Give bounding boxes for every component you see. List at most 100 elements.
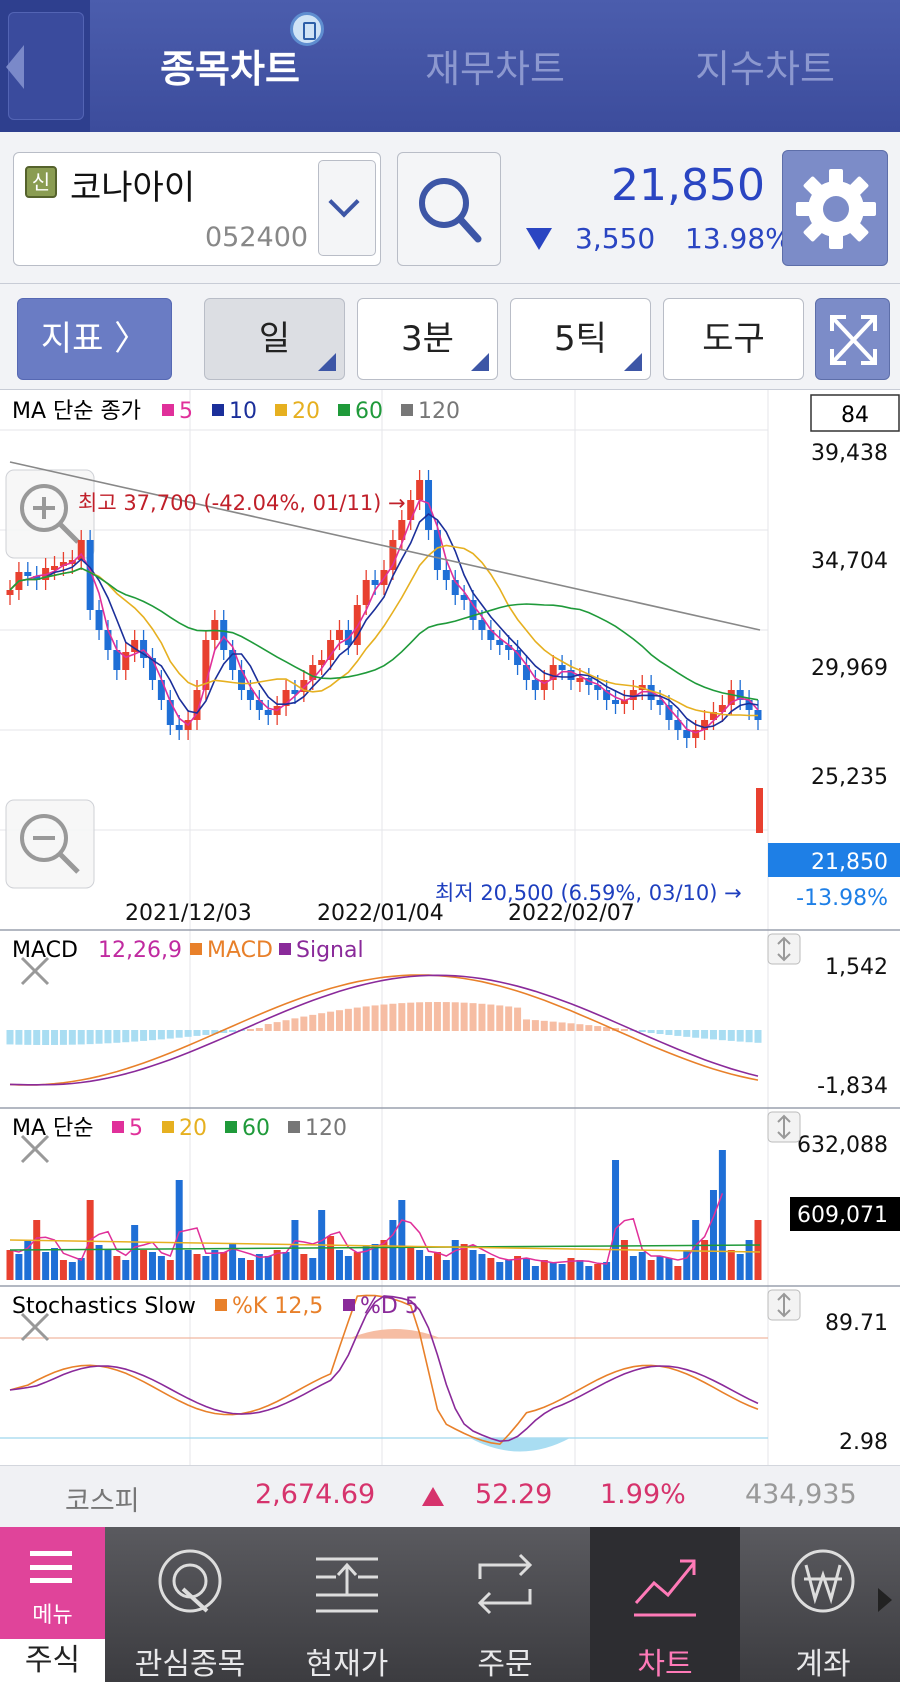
chevron-down-icon	[328, 186, 360, 218]
stock-chart[interactable]: MA 단순 종가 5 10 20 60 120 84 39,438 34,704 29,…	[0, 390, 900, 1465]
tools-button[interactable]: 도구	[663, 298, 804, 380]
candle-body	[166, 700, 174, 725]
hamburger-icon	[30, 1551, 72, 1583]
period-5tick-button[interactable]: 5틱	[510, 298, 651, 380]
macd-histogram-bar	[451, 1002, 459, 1031]
kospi-change: 52.29	[475, 1479, 553, 1510]
volume-bar	[68, 1262, 76, 1280]
macd-histogram-bar	[416, 1002, 424, 1031]
volume-bar	[407, 1248, 415, 1280]
candle-body	[496, 640, 504, 645]
legend-label: 20	[179, 1116, 207, 1141]
macd-histogram-bar	[122, 1030, 130, 1043]
candle-body	[433, 530, 441, 570]
tab-index-chart[interactable]: 지수차트	[695, 47, 835, 91]
legend-label: %K 12,5	[232, 1294, 323, 1319]
volume-bar	[157, 1256, 165, 1280]
candle-body	[442, 570, 450, 580]
candle-body	[620, 700, 628, 704]
macd-histogram-bar	[229, 1030, 237, 1032]
nav-watchlist[interactable]: 관심종목	[115, 1527, 265, 1682]
candle-body	[238, 670, 246, 690]
macd-histogram-bar	[77, 1030, 85, 1045]
volume-bar	[327, 1236, 335, 1280]
candle-body	[594, 685, 602, 690]
macd-histogram-bar	[148, 1030, 156, 1041]
macd-histogram-bar	[647, 1030, 655, 1034]
macd-histogram-bar	[433, 1002, 441, 1031]
volume-y-top: 632,088	[797, 1133, 888, 1158]
nav-more-arrow-icon[interactable]	[878, 1588, 892, 1612]
count-box[interactable]: 84	[841, 403, 869, 428]
price-change: 3,550	[575, 222, 656, 255]
volume-bar	[15, 1254, 23, 1280]
stock-dropdown-button[interactable]	[318, 160, 376, 256]
volume-bar	[42, 1252, 50, 1280]
macd-histogram-bar	[282, 1020, 290, 1031]
macd-histogram-bar	[68, 1030, 76, 1045]
volume-bar	[665, 1258, 673, 1280]
menu-button[interactable]: 메뉴 주식	[0, 1527, 105, 1682]
search-button[interactable]	[397, 152, 501, 266]
expand-button[interactable]	[815, 298, 890, 380]
notification-badge-icon[interactable]	[290, 12, 324, 46]
candle-body	[148, 658, 156, 680]
credit-badge: 신	[25, 166, 57, 198]
stock-name[interactable]: 코나아이	[70, 168, 196, 208]
macd-close-icon[interactable]	[20, 956, 50, 986]
macd-histogram-bar	[255, 1028, 263, 1031]
volume-bar	[309, 1258, 317, 1280]
candle-body	[291, 690, 299, 694]
legend-label: 60	[242, 1116, 270, 1141]
settings-button[interactable]	[782, 150, 888, 266]
volume-bar	[629, 1256, 637, 1280]
stoch-d-line	[9, 1295, 759, 1443]
legend-swatch	[275, 404, 287, 416]
macd-histogram-bar	[701, 1030, 709, 1039]
nav-chart[interactable]: 차트	[590, 1527, 740, 1682]
legend-swatch	[225, 1121, 237, 1133]
stoch-resize-icon[interactable]	[767, 1289, 801, 1321]
macd-histogram-bar	[727, 1030, 735, 1041]
volume-bar	[701, 1240, 709, 1280]
low-annotation: 최저 20,500 (6.59%, 03/10) →	[435, 881, 742, 905]
zoom-in-button[interactable]	[5, 469, 95, 559]
tab-financial-chart[interactable]: 재무차트	[425, 47, 565, 91]
y-tick-4: 25,235	[811, 765, 888, 790]
nav-order[interactable]: 주문	[430, 1527, 580, 1682]
candle-body	[469, 600, 477, 620]
macd-histogram-bar	[6, 1030, 14, 1045]
volume-bar	[335, 1250, 343, 1280]
volume-bar	[692, 1220, 700, 1280]
volume-bar	[603, 1262, 611, 1280]
ma-line	[9, 498, 759, 734]
volume-resize-icon[interactable]	[767, 1111, 801, 1143]
period-3min-button[interactable]: 3분	[357, 298, 498, 380]
volume-bar	[585, 1266, 593, 1280]
candle-body	[718, 705, 726, 712]
volume-bar	[709, 1190, 717, 1280]
chart-trend-icon	[634, 1559, 696, 1617]
macd-histogram-bar	[59, 1030, 67, 1045]
volume-bar	[505, 1260, 513, 1280]
kospi-ticker-bar[interactable]	[0, 1465, 900, 1527]
macd-resize-icon[interactable]	[767, 933, 801, 965]
candle-body	[362, 580, 370, 605]
stock-category-label[interactable]: 주식	[0, 1639, 105, 1682]
stoch-oversold-fill	[470, 1438, 570, 1452]
zoom-out-button[interactable]	[5, 799, 95, 889]
candle-body	[407, 500, 415, 520]
tab-stock-chart[interactable]: 종목차트	[160, 47, 300, 91]
volume-close-icon[interactable]	[20, 1134, 50, 1164]
macd-histogram-bar	[540, 1020, 548, 1031]
macd-histogram-bar	[309, 1014, 317, 1031]
kospi-volume: 434,935	[745, 1479, 857, 1510]
candle-body	[157, 680, 165, 700]
candle-body	[416, 480, 424, 500]
indicator-button[interactable]: 지표 〉	[17, 298, 172, 380]
nav-account[interactable]: 계좌	[748, 1527, 898, 1682]
stoch-close-icon[interactable]	[20, 1312, 50, 1342]
nav-current-price[interactable]: 현재가	[272, 1527, 422, 1682]
back-button[interactable]	[0, 0, 90, 132]
period-day-button[interactable]: 일	[204, 298, 345, 380]
